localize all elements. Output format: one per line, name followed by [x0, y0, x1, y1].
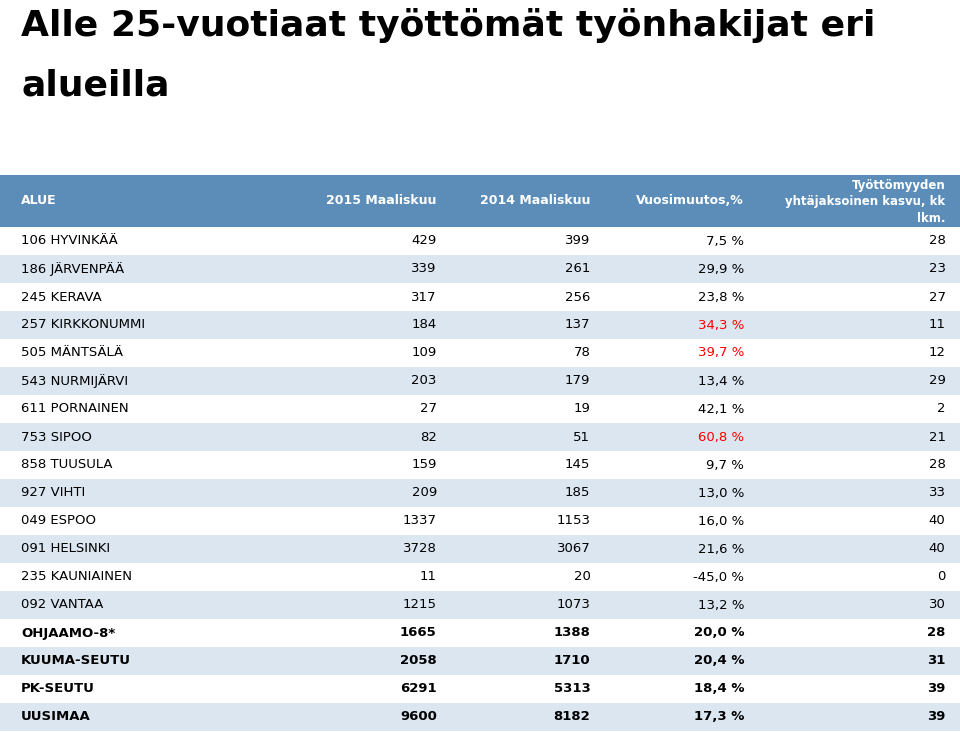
Text: 1665: 1665 [400, 627, 437, 640]
Text: 60,8 %: 60,8 % [698, 430, 744, 444]
Text: 30: 30 [928, 599, 946, 611]
Text: 256: 256 [565, 291, 590, 304]
Text: 245 KERAVA: 245 KERAVA [21, 291, 102, 304]
Text: 40: 40 [929, 515, 946, 528]
Text: 185: 185 [565, 487, 590, 499]
Text: 2014 Maaliskuu: 2014 Maaliskuu [480, 195, 590, 207]
Text: 78: 78 [573, 346, 590, 359]
Text: 1388: 1388 [554, 627, 590, 640]
Text: 40: 40 [929, 542, 946, 556]
Text: PK-SEUTU: PK-SEUTU [21, 682, 95, 695]
Text: 39: 39 [927, 682, 946, 695]
Text: 20: 20 [573, 570, 590, 583]
Text: 13,0 %: 13,0 % [698, 487, 744, 499]
Text: 39,7 %: 39,7 % [698, 346, 744, 359]
Text: 13,2 %: 13,2 % [698, 599, 744, 611]
Text: 28: 28 [928, 234, 946, 247]
Text: 23: 23 [928, 263, 946, 275]
Text: 27: 27 [420, 403, 437, 416]
Text: 7,5 %: 7,5 % [706, 234, 744, 247]
Text: 109: 109 [412, 346, 437, 359]
Text: 235 KAUNIAINEN: 235 KAUNIAINEN [21, 570, 132, 583]
Text: 203: 203 [412, 375, 437, 387]
Text: UUSIMAA: UUSIMAA [21, 711, 91, 723]
Text: 39: 39 [927, 711, 946, 723]
Text: 11: 11 [928, 318, 946, 332]
Text: 82: 82 [420, 430, 437, 444]
Text: 339: 339 [412, 263, 437, 275]
Text: 092 VANTAA: 092 VANTAA [21, 599, 104, 611]
Text: 145: 145 [565, 458, 590, 471]
Text: 753 SIPOO: 753 SIPOO [21, 430, 92, 444]
Text: 29,9 %: 29,9 % [698, 263, 744, 275]
Text: 159: 159 [412, 458, 437, 471]
Text: 184: 184 [412, 318, 437, 332]
Text: 31: 31 [927, 654, 946, 668]
Text: 8182: 8182 [554, 711, 590, 723]
Text: 2058: 2058 [400, 654, 437, 668]
Text: 1710: 1710 [554, 654, 590, 668]
Text: 317: 317 [411, 291, 437, 304]
Text: 12: 12 [928, 346, 946, 359]
Text: 261: 261 [565, 263, 590, 275]
Text: 209: 209 [412, 487, 437, 499]
Text: ALUE: ALUE [21, 195, 57, 207]
Text: 543 NURMIJÄRVI: 543 NURMIJÄRVI [21, 374, 129, 388]
Text: 5313: 5313 [554, 682, 590, 695]
Text: 429: 429 [412, 234, 437, 247]
Text: 186 JÄRVENPÄÄ: 186 JÄRVENPÄÄ [21, 262, 124, 276]
Text: 27: 27 [928, 291, 946, 304]
Text: 28: 28 [928, 458, 946, 471]
Text: 17,3 %: 17,3 % [694, 711, 744, 723]
Text: 33: 33 [928, 487, 946, 499]
Text: 1337: 1337 [403, 515, 437, 528]
Text: 9,7 %: 9,7 % [707, 458, 744, 471]
Text: 927 VIHTI: 927 VIHTI [21, 487, 85, 499]
Text: 20,0 %: 20,0 % [693, 627, 744, 640]
Text: Työttömyyden
yhtäjaksoinen kasvu, kk
lkm.: Työttömyyden yhtäjaksoinen kasvu, kk lkm… [785, 179, 946, 225]
Text: 18,4 %: 18,4 % [693, 682, 744, 695]
Text: 2: 2 [937, 403, 946, 416]
Text: alueilla: alueilla [21, 68, 170, 102]
Text: OHJAAMO-8*: OHJAAMO-8* [21, 627, 115, 640]
Text: 13,4 %: 13,4 % [698, 375, 744, 387]
Text: KUUMA-SEUTU: KUUMA-SEUTU [21, 654, 132, 668]
Text: 28: 28 [927, 627, 946, 640]
Text: -45,0 %: -45,0 % [693, 570, 744, 583]
Text: 1153: 1153 [557, 515, 590, 528]
Text: 179: 179 [565, 375, 590, 387]
Text: 137: 137 [564, 318, 590, 332]
Text: 257 KIRKKONUMMI: 257 KIRKKONUMMI [21, 318, 145, 332]
Text: Alle 25-vuotiaat työttömät työnhakijat eri: Alle 25-vuotiaat työttömät työnhakijat e… [21, 8, 876, 43]
Text: 16,0 %: 16,0 % [698, 515, 744, 528]
Text: 1215: 1215 [403, 599, 437, 611]
Text: 091 HELSINKI: 091 HELSINKI [21, 542, 110, 556]
Text: 34,3 %: 34,3 % [698, 318, 744, 332]
Text: 42,1 %: 42,1 % [698, 403, 744, 416]
Text: 106 HYVINKÄÄ: 106 HYVINKÄÄ [21, 234, 118, 247]
Text: 6291: 6291 [400, 682, 437, 695]
Text: 20,4 %: 20,4 % [693, 654, 744, 668]
Text: 0: 0 [937, 570, 946, 583]
Text: 3067: 3067 [557, 542, 590, 556]
Text: 505 MÄNTSÄLÄ: 505 MÄNTSÄLÄ [21, 346, 123, 359]
Text: 2015 Maaliskuu: 2015 Maaliskuu [326, 195, 437, 207]
Text: 611 PORNAINEN: 611 PORNAINEN [21, 403, 129, 416]
Text: 29: 29 [928, 375, 946, 387]
Text: 51: 51 [573, 430, 590, 444]
Text: 858 TUUSULA: 858 TUUSULA [21, 458, 112, 471]
Text: 1073: 1073 [557, 599, 590, 611]
Text: 11: 11 [420, 570, 437, 583]
Text: 23,8 %: 23,8 % [698, 291, 744, 304]
Text: 9600: 9600 [400, 711, 437, 723]
Text: Vuosimuutos,%: Vuosimuutos,% [636, 195, 744, 207]
Text: 19: 19 [573, 403, 590, 416]
Text: 399: 399 [565, 234, 590, 247]
Text: 21,6 %: 21,6 % [698, 542, 744, 556]
Text: 049 ESPOO: 049 ESPOO [21, 515, 96, 528]
Text: 21: 21 [928, 430, 946, 444]
Text: 3728: 3728 [403, 542, 437, 556]
